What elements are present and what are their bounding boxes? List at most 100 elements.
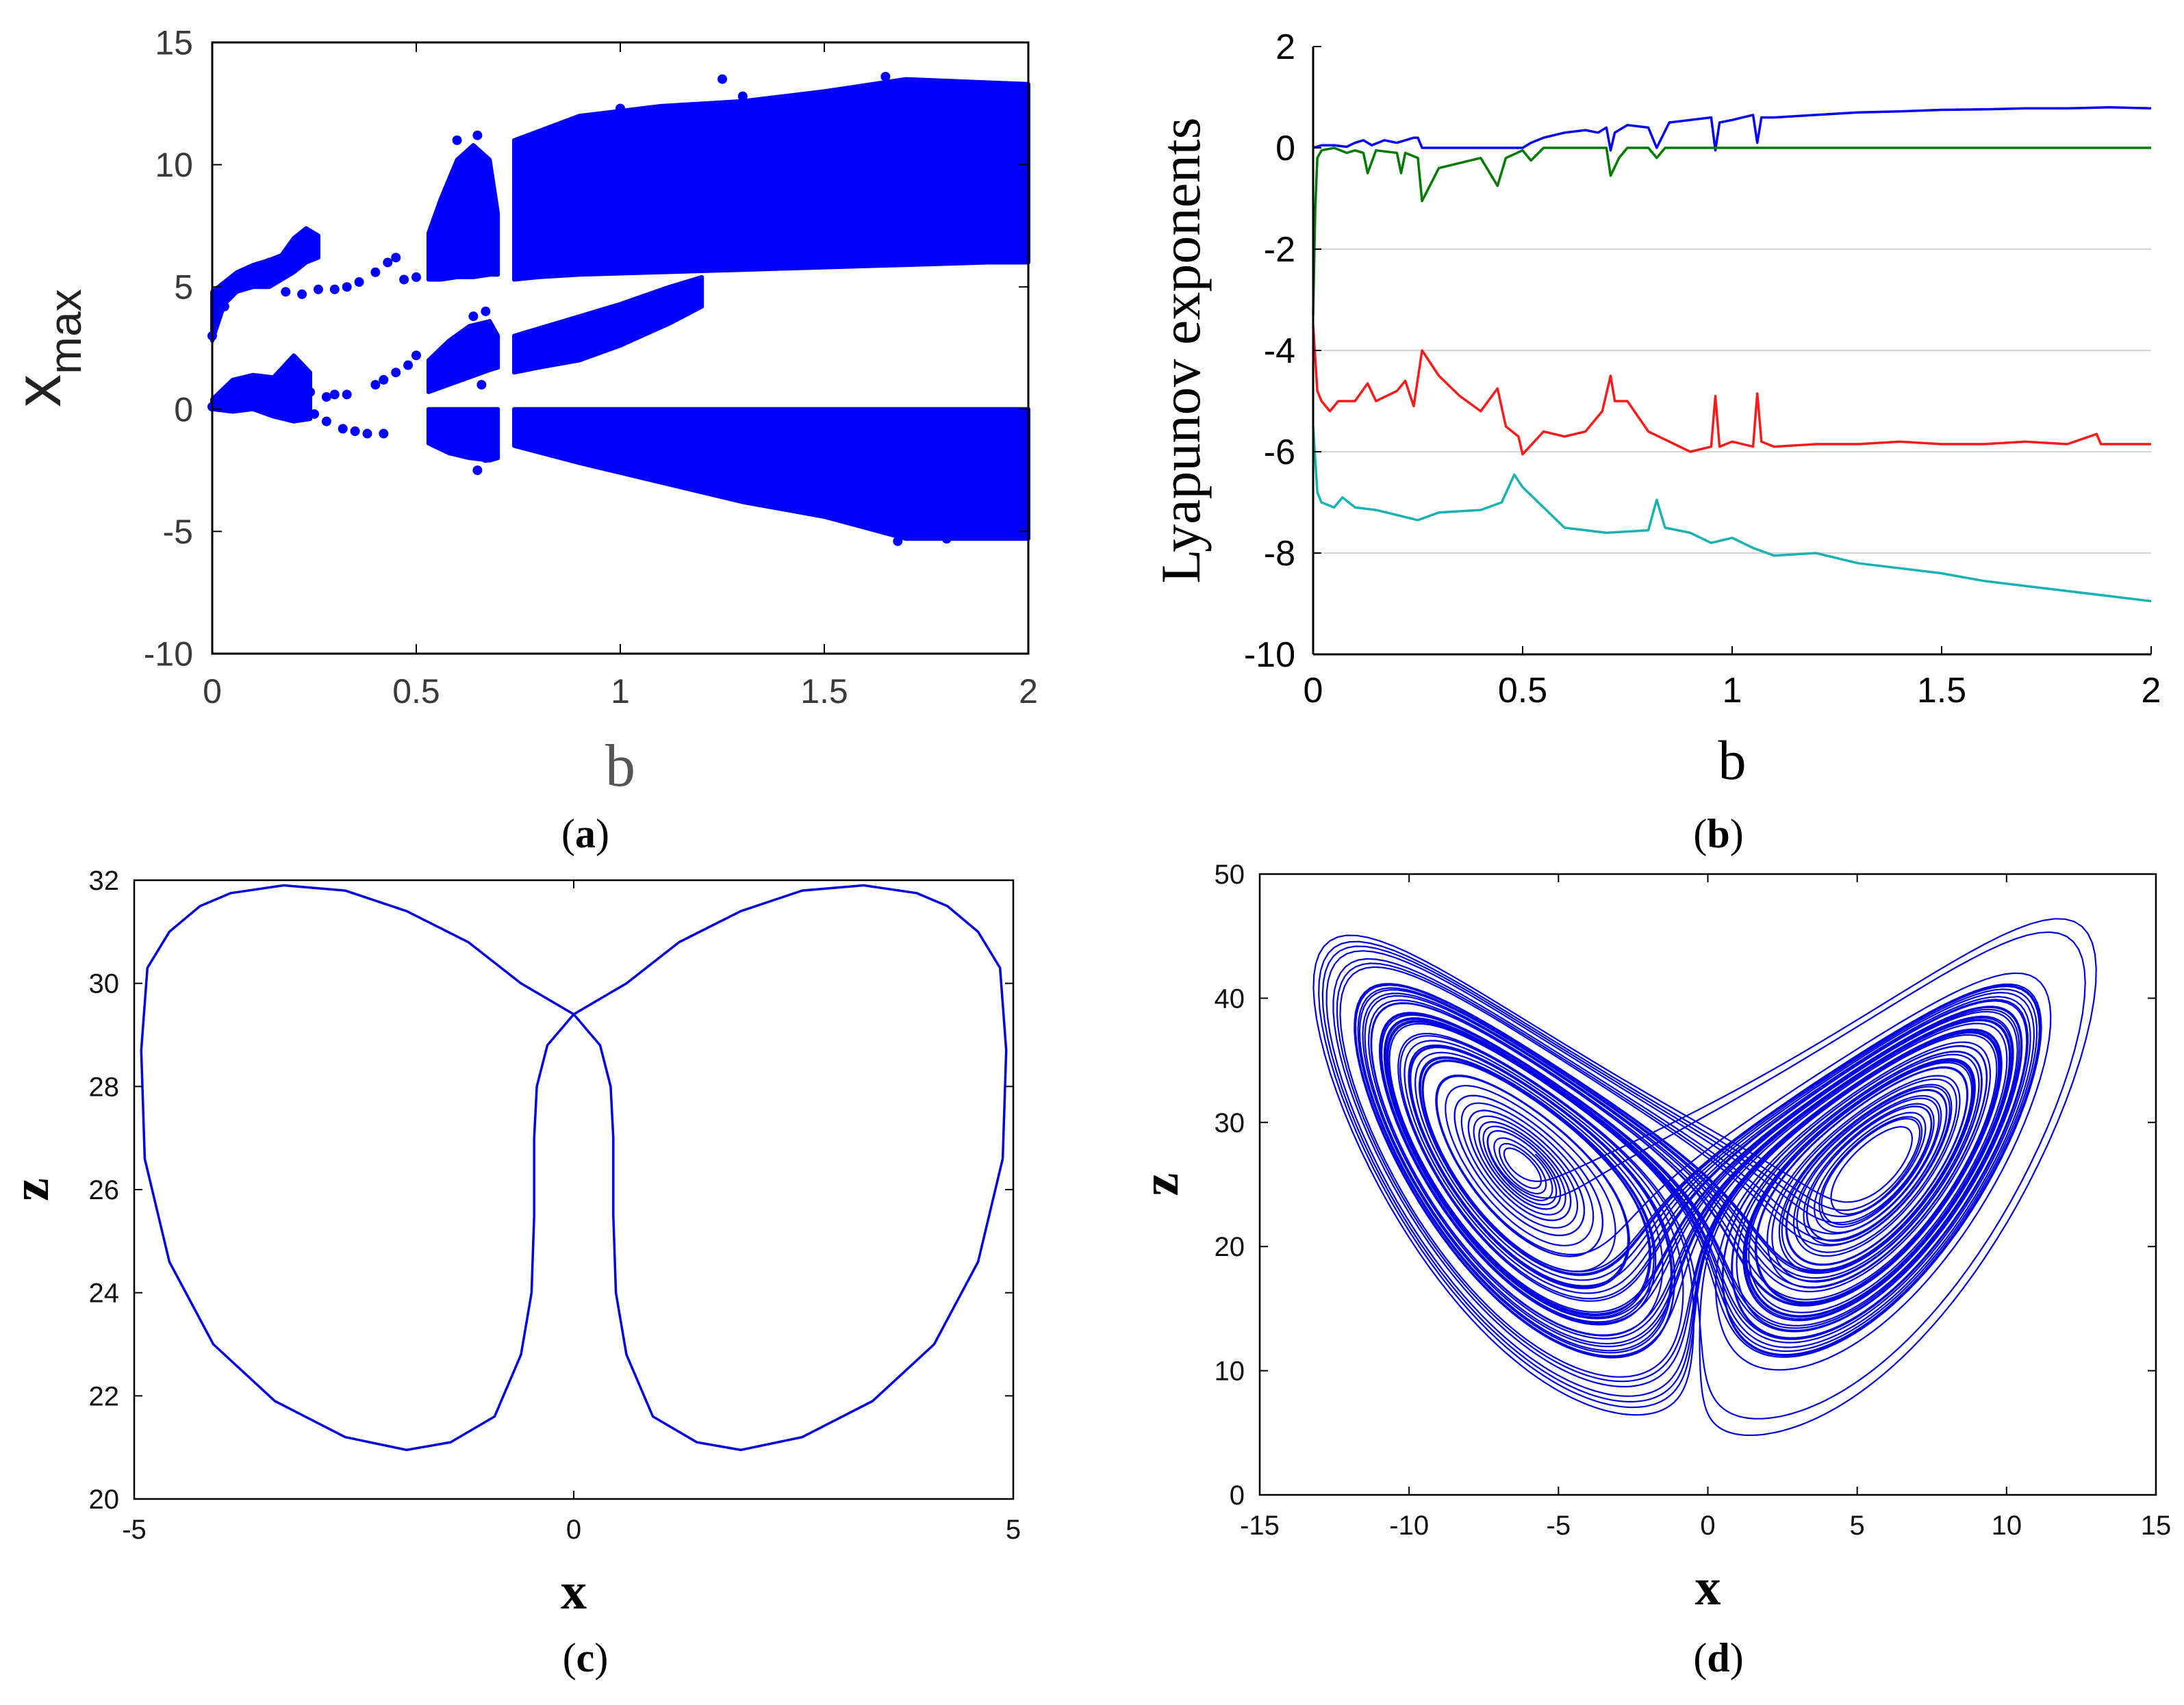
bifurcation-point xyxy=(342,282,352,292)
panel-b-x-tick-label: 2 xyxy=(2142,671,2161,710)
caption-letter: c xyxy=(576,1635,595,1680)
caption-letter: d xyxy=(1707,1635,1729,1680)
panel-c-x-tick-label: 0 xyxy=(566,1515,581,1545)
bifurcation-point xyxy=(468,311,479,322)
panel-c-limit-cycle: -5 0 5 20 22 24 26 28 30 32 x z (c) xyxy=(2,866,1021,1680)
panel-b-y-tick-label: -8 xyxy=(1264,534,1295,574)
panel-c-y-tick-label: 24 xyxy=(89,1279,120,1309)
caption-close-paren: ) xyxy=(594,1635,608,1680)
attractor-trajectory-segment xyxy=(1325,950,2014,1397)
panel-d-y-tick-label: 0 xyxy=(1230,1480,1245,1511)
panel-d-y-tick-label: 40 xyxy=(1215,984,1245,1014)
panel-b-grid xyxy=(1313,248,2151,554)
panel-c-y-tick-label: 28 xyxy=(89,1072,120,1102)
panel-c-y-tick-label: 26 xyxy=(89,1175,120,1205)
panel-c-y-axis-label: z xyxy=(2,1178,60,1201)
bifurcation-point xyxy=(342,389,352,400)
attractor-trajectory-segment xyxy=(1312,934,2040,1416)
bifurcation-point xyxy=(383,257,393,268)
attractor-trajectory-segment xyxy=(1318,940,2029,1409)
bifurcation-point xyxy=(472,465,483,476)
bifurcation-point xyxy=(256,394,266,405)
panel-b-y-tick-label: -2 xyxy=(1264,230,1295,270)
bifurcation-point xyxy=(827,94,837,104)
panel-c-y-tick-label: 30 xyxy=(89,969,120,999)
panel-d-x-tick-label: 10 xyxy=(1992,1511,2022,1541)
bifurcation-point xyxy=(272,394,283,405)
panel-d-x-tick-label: -5 xyxy=(1547,1511,1571,1541)
panel-b-y-tick-label: 0 xyxy=(1275,129,1295,168)
caption-close-paren: ) xyxy=(1730,1635,1744,1680)
panel-c-y-tick-label: 32 xyxy=(89,866,120,896)
bifurcation-point xyxy=(289,392,299,402)
bifurcation-point xyxy=(778,123,789,133)
panel-b-x-tick-label: 0 xyxy=(1304,671,1323,710)
panel-a-y-tick-label: 0 xyxy=(174,390,193,428)
panel-a-y-axis-label: xmax xyxy=(1,289,90,407)
bifurcation-band-period-window-lower xyxy=(210,353,312,424)
panel-b-axes: 0 0.5 1 1.5 2 -10 -8 -6 -4 -2 0 2 xyxy=(1244,27,2161,710)
bifurcation-point xyxy=(281,287,291,297)
panel-a-x-tick-label: 0.5 xyxy=(392,672,440,710)
bifurcation-band-period-window-upper xyxy=(210,226,320,343)
panel-d-x-tick-label: 0 xyxy=(1700,1511,1715,1541)
panel-d-x-axis-label: x xyxy=(1695,1559,1721,1616)
panel-a-x-tick-label: 1 xyxy=(611,672,630,710)
panel-d-y-axis-label: z xyxy=(1132,1173,1189,1196)
bifurcation-point xyxy=(411,350,421,361)
panel-c-y-tick-label: 20 xyxy=(89,1485,120,1515)
bifurcation-point xyxy=(309,409,319,419)
bifurcation-point xyxy=(362,428,372,439)
panel-a-bifurcation: 0 0.5 1 1.5 2 -10 -5 0 5 10 15 b xmax (a) xyxy=(1,24,1038,857)
caption-close-paren: ) xyxy=(1730,811,1744,856)
bifurcation-point xyxy=(399,274,409,285)
caption-open-paren: ( xyxy=(561,811,575,856)
bifurcation-band-chaos-lower xyxy=(512,407,1030,541)
bifurcation-point xyxy=(635,113,646,123)
bifurcation-point xyxy=(893,536,903,546)
panel-d-axes: -15 -10 -5 0 5 10 15 0 10 20 30 40 50 xyxy=(1215,860,2172,1541)
bifurcation-point xyxy=(718,74,727,84)
panel-b-y-tick-label: -10 xyxy=(1244,635,1295,675)
bifurcation-band-early-chaos-middle xyxy=(426,319,500,394)
bifurcation-point xyxy=(391,253,401,263)
panel-b-x-axis-label: b xyxy=(1718,729,1747,791)
bifurcation-point xyxy=(354,277,364,287)
caption-open-paren: ( xyxy=(1693,811,1707,856)
caption-open-paren: ( xyxy=(1693,1635,1707,1680)
panel-c-caption: (c) xyxy=(563,1635,609,1680)
panel-b-x-tick-label: 1.5 xyxy=(1917,671,1966,710)
bifurcation-point xyxy=(370,380,381,390)
bifurcation-point xyxy=(941,534,952,544)
attractor-trajectory-segment xyxy=(1354,918,2097,1436)
limit-cycle-curve xyxy=(140,884,1008,1452)
panel-b-y-axis-label: Lyapunov exponents xyxy=(1150,118,1212,584)
bifurcation-point xyxy=(481,453,491,463)
bifurcation-point xyxy=(240,397,250,407)
panel-c-axes-frame xyxy=(133,879,1015,1500)
lyapunov-series-LE4 xyxy=(1312,426,2152,603)
panel-a-x-tick-label: 1.5 xyxy=(800,672,848,710)
panel-c-x-tick-label: -5 xyxy=(122,1515,147,1545)
lyapunov-series-LE2 xyxy=(1312,146,2151,316)
panel-d-y-tick-label: 20 xyxy=(1215,1232,1245,1262)
bifurcation-point xyxy=(481,306,491,316)
panel-a-x-tick-label: 0 xyxy=(203,672,222,710)
bifurcation-point xyxy=(219,301,229,311)
panel-a-axes: 0 0.5 1 1.5 2 -10 -5 0 5 10 15 xyxy=(144,24,1038,711)
bifurcation-point xyxy=(305,387,316,397)
caption-letter: b xyxy=(1707,811,1729,856)
panel-d-caption: (d) xyxy=(1693,1635,1743,1680)
caption-close-paren: ) xyxy=(596,811,609,856)
panel-b-x-tick-label: 1 xyxy=(1723,671,1742,710)
panel-a-x-tick-label: 2 xyxy=(1019,672,1038,710)
bifurcation-point xyxy=(615,103,625,114)
bifurcation-point xyxy=(313,284,323,294)
bifurcation-band-chaos-middle xyxy=(512,274,704,375)
bifurcation-point xyxy=(285,255,295,265)
panel-b-y-tick-label: -6 xyxy=(1264,433,1295,472)
panel-a-x-axis-label: b xyxy=(605,733,635,799)
bifurcation-point xyxy=(477,380,487,390)
caption-letter: a xyxy=(575,811,596,856)
